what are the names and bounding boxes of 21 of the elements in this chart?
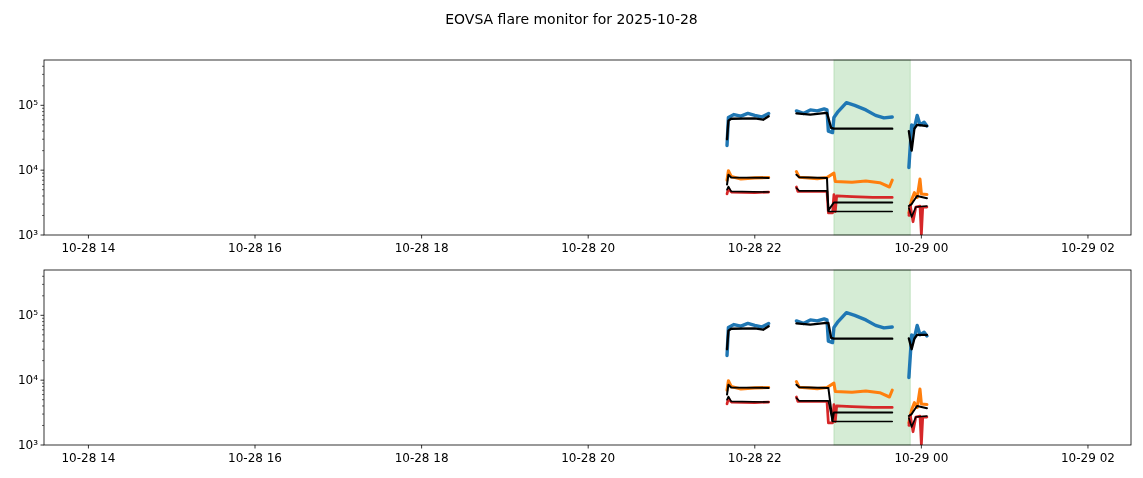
y-tick-label: 10⁴ (17, 163, 39, 178)
x-tick-label: 10-28 22 (727, 451, 782, 465)
x-tick-label: 10-28 20 (561, 241, 616, 255)
x-tick-label: 10-29 02 (1060, 451, 1115, 465)
x-tick-label: 10-28 18 (394, 451, 449, 465)
x-tick-label: 10-28 18 (394, 241, 449, 255)
y-tick-label: 10⁴ (17, 373, 39, 388)
x-tick-label: 10-28 22 (727, 241, 782, 255)
x-tick-label: 10-28 20 (561, 451, 616, 465)
y-tick-label: 10⁵ (17, 308, 39, 323)
x-tick-label: 10-28 16 (228, 241, 282, 255)
x-tick-label: 10-28 16 (228, 451, 282, 465)
x-tick-label: 10-28 14 (61, 451, 116, 465)
x-tick-label: 10-29 00 (894, 241, 949, 255)
x-tick-label: 10-29 00 (894, 451, 949, 465)
y-tick-label: 10⁵ (17, 98, 39, 113)
x-tick-label: 10-29 02 (1060, 241, 1115, 255)
y-tick-label: 10³ (17, 228, 39, 242)
y-tick-label: 10³ (17, 438, 39, 452)
chart-title: EOVSA flare monitor for 2025-10-28 (445, 11, 698, 27)
x-tick-label: 10-28 14 (61, 241, 116, 255)
